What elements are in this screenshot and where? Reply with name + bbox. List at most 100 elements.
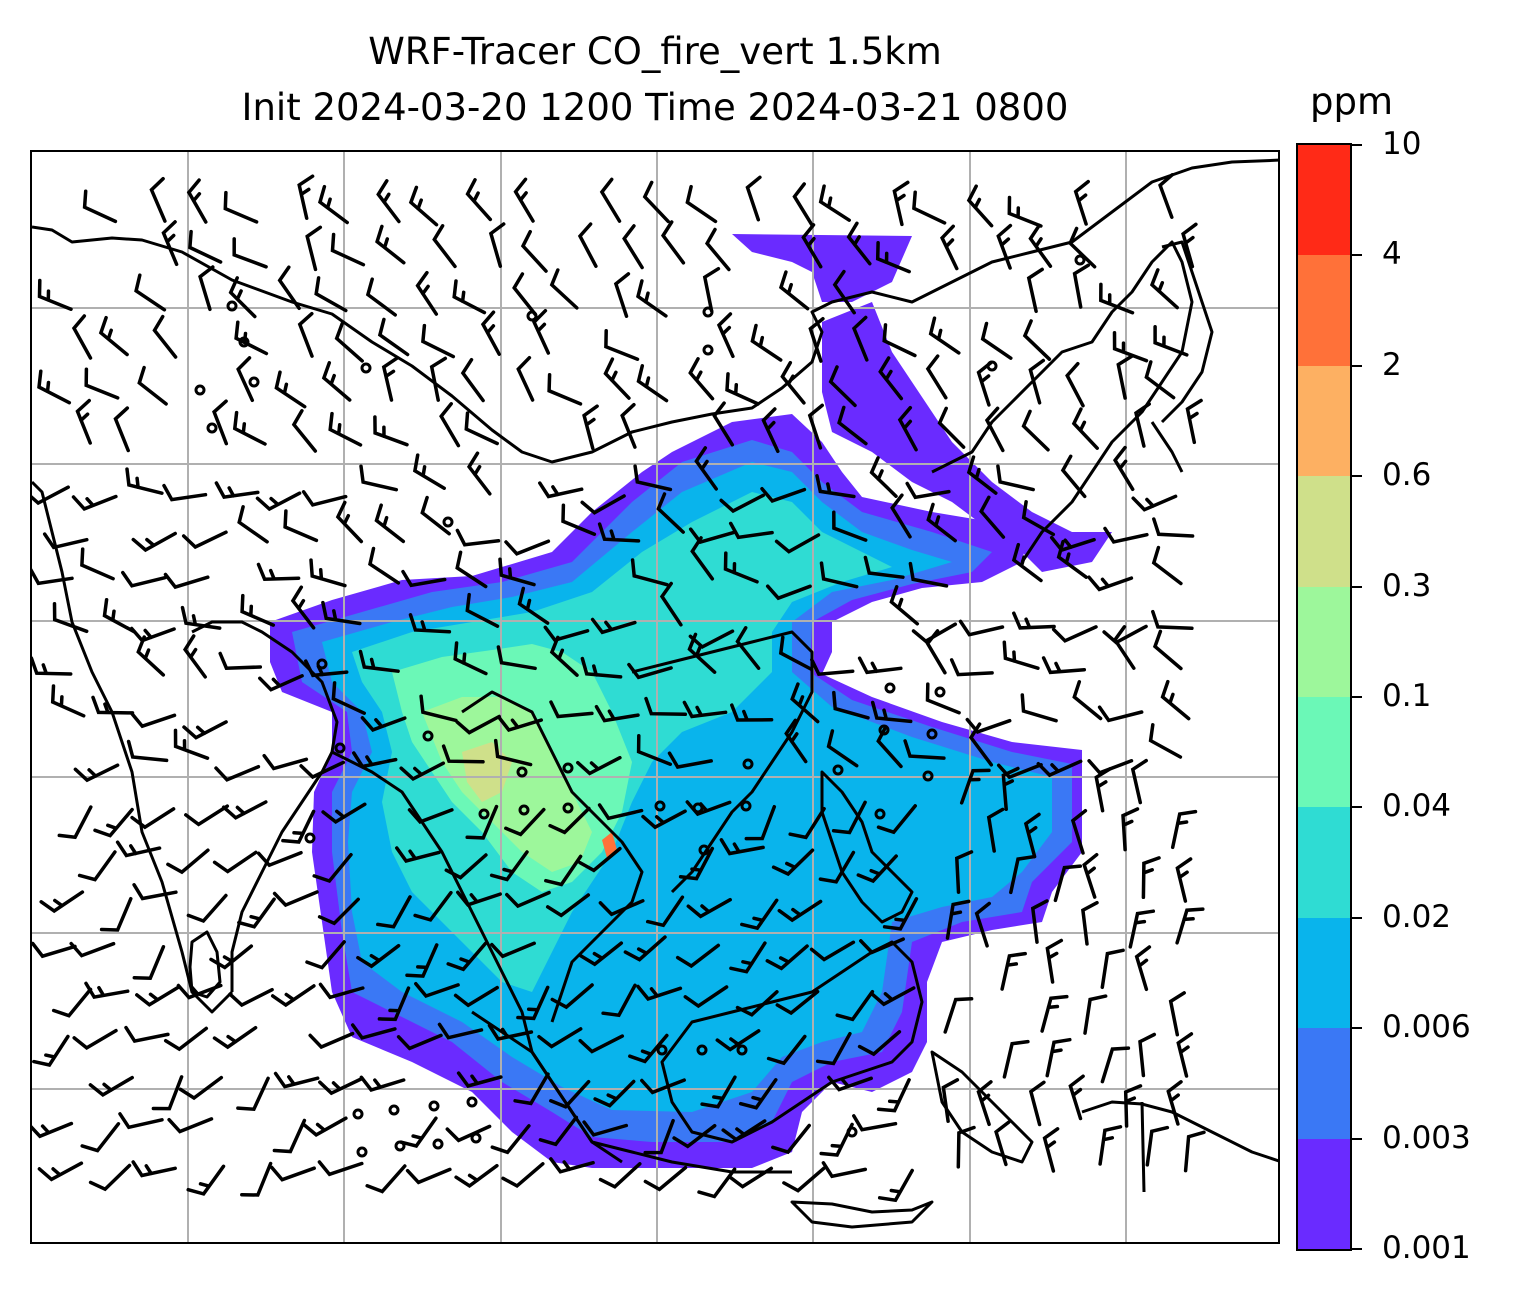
wind-barb [437, 1022, 484, 1040]
wind-barb [1151, 545, 1183, 586]
wind-barb [167, 1117, 214, 1134]
wind-barb [686, 897, 732, 919]
wind-barb [745, 175, 762, 222]
wind-barb [50, 684, 86, 718]
wind-barb [579, 941, 624, 967]
wind-barb [949, 658, 994, 677]
wind-barb [212, 1025, 258, 1050]
wind-barb [641, 809, 687, 830]
wind-barb [504, 807, 546, 837]
wind-barb [856, 854, 898, 884]
wind-barb [455, 550, 488, 589]
wind-barb [73, 763, 120, 783]
wind-barb [547, 373, 583, 406]
wind-barb [32, 485, 70, 506]
wind-barb [446, 941, 488, 972]
wind-barb [994, 1120, 1011, 1167]
wind-barb [1087, 759, 1134, 775]
wind-barb [460, 357, 485, 403]
wind-barb [593, 1079, 636, 1108]
wind-barb [223, 190, 259, 224]
wind-barb [846, 221, 872, 266]
wind-barb [399, 1116, 438, 1148]
wind-barb [958, 619, 1005, 637]
wind-barb [401, 569, 447, 588]
colorbar-tick-label: 0.001 [1382, 1230, 1471, 1266]
wind-barb [32, 656, 73, 676]
wind-barb [578, 846, 622, 873]
wind-barb [903, 739, 946, 760]
wind-barb [57, 805, 93, 840]
wind-barb [377, 317, 410, 357]
wind-barb [831, 800, 867, 835]
wind-barb [520, 229, 548, 273]
wind-barb [1134, 402, 1151, 448]
wind-barb [735, 626, 761, 670]
wind-barb [1000, 951, 1027, 991]
wind-barb [549, 1079, 591, 1109]
wind-barb [728, 521, 774, 540]
wind-barb [37, 369, 72, 405]
wind-barb [214, 764, 261, 782]
wind-barb [270, 984, 316, 1008]
wind-barb [376, 895, 412, 929]
wind-barb [256, 562, 301, 581]
wind-barb [984, 406, 1005, 453]
wind-barb [84, 981, 130, 1000]
wind-barb [1134, 945, 1152, 992]
wind-barb [376, 179, 401, 224]
colorbar-tick-label: 0.04 [1382, 788, 1452, 825]
wind-barb [667, 751, 713, 769]
wind-barb [580, 494, 626, 515]
wind-barb [498, 557, 536, 587]
wind-barb [1097, 705, 1144, 723]
wind-barb [272, 890, 319, 908]
wind-barb [582, 404, 599, 451]
wind-barb [712, 401, 735, 447]
wind-barb [828, 365, 857, 408]
wind-barb [283, 509, 319, 543]
colorbar-segment [1298, 1027, 1350, 1139]
wind-barb [809, 940, 856, 962]
fill-level-1-ne [822, 302, 1112, 572]
wind-barb [429, 356, 448, 402]
coast-java [790, 1200, 934, 1229]
wind-barb [188, 229, 223, 264]
wind-barb [1149, 268, 1179, 310]
wind-barb [630, 558, 669, 587]
wind-barb [408, 185, 439, 227]
colorbar-tick-label: 0.1 [1382, 678, 1432, 714]
wind-barb [321, 600, 362, 626]
wind-barb [331, 681, 366, 715]
wind-barb [643, 1165, 688, 1192]
wind-barb [549, 268, 579, 310]
wind-barb [1002, 1039, 1030, 1079]
wind-barb [182, 720, 228, 740]
wind-barb [496, 645, 537, 671]
wind-barb [209, 944, 254, 970]
wind-barb [1072, 263, 1091, 309]
wind-barb [876, 1078, 911, 1113]
wind-barb [837, 405, 868, 446]
wind-barb [228, 276, 257, 319]
colorbar-tick [1352, 254, 1362, 257]
colorbar-tick-label: 2 [1382, 346, 1402, 383]
colorbar-segment [1298, 917, 1350, 1029]
wind-barb [996, 763, 1043, 780]
wind-barb [721, 1119, 767, 1142]
wind-barb [1138, 1032, 1157, 1078]
fill-level-8 [602, 832, 617, 858]
wind-barb [69, 941, 116, 958]
wind-barb [882, 897, 919, 931]
wind-barb [580, 656, 623, 679]
wind-barb [723, 551, 759, 584]
wind-barb [582, 1120, 629, 1137]
wind-barb [863, 555, 905, 579]
wind-barb [968, 722, 994, 767]
colorbar-segment [1298, 144, 1350, 256]
wind-barb [134, 273, 167, 312]
wind-barb [212, 850, 258, 874]
wind-barb [454, 1163, 499, 1189]
wind-barb [497, 715, 544, 733]
wind-barb [152, 314, 178, 359]
